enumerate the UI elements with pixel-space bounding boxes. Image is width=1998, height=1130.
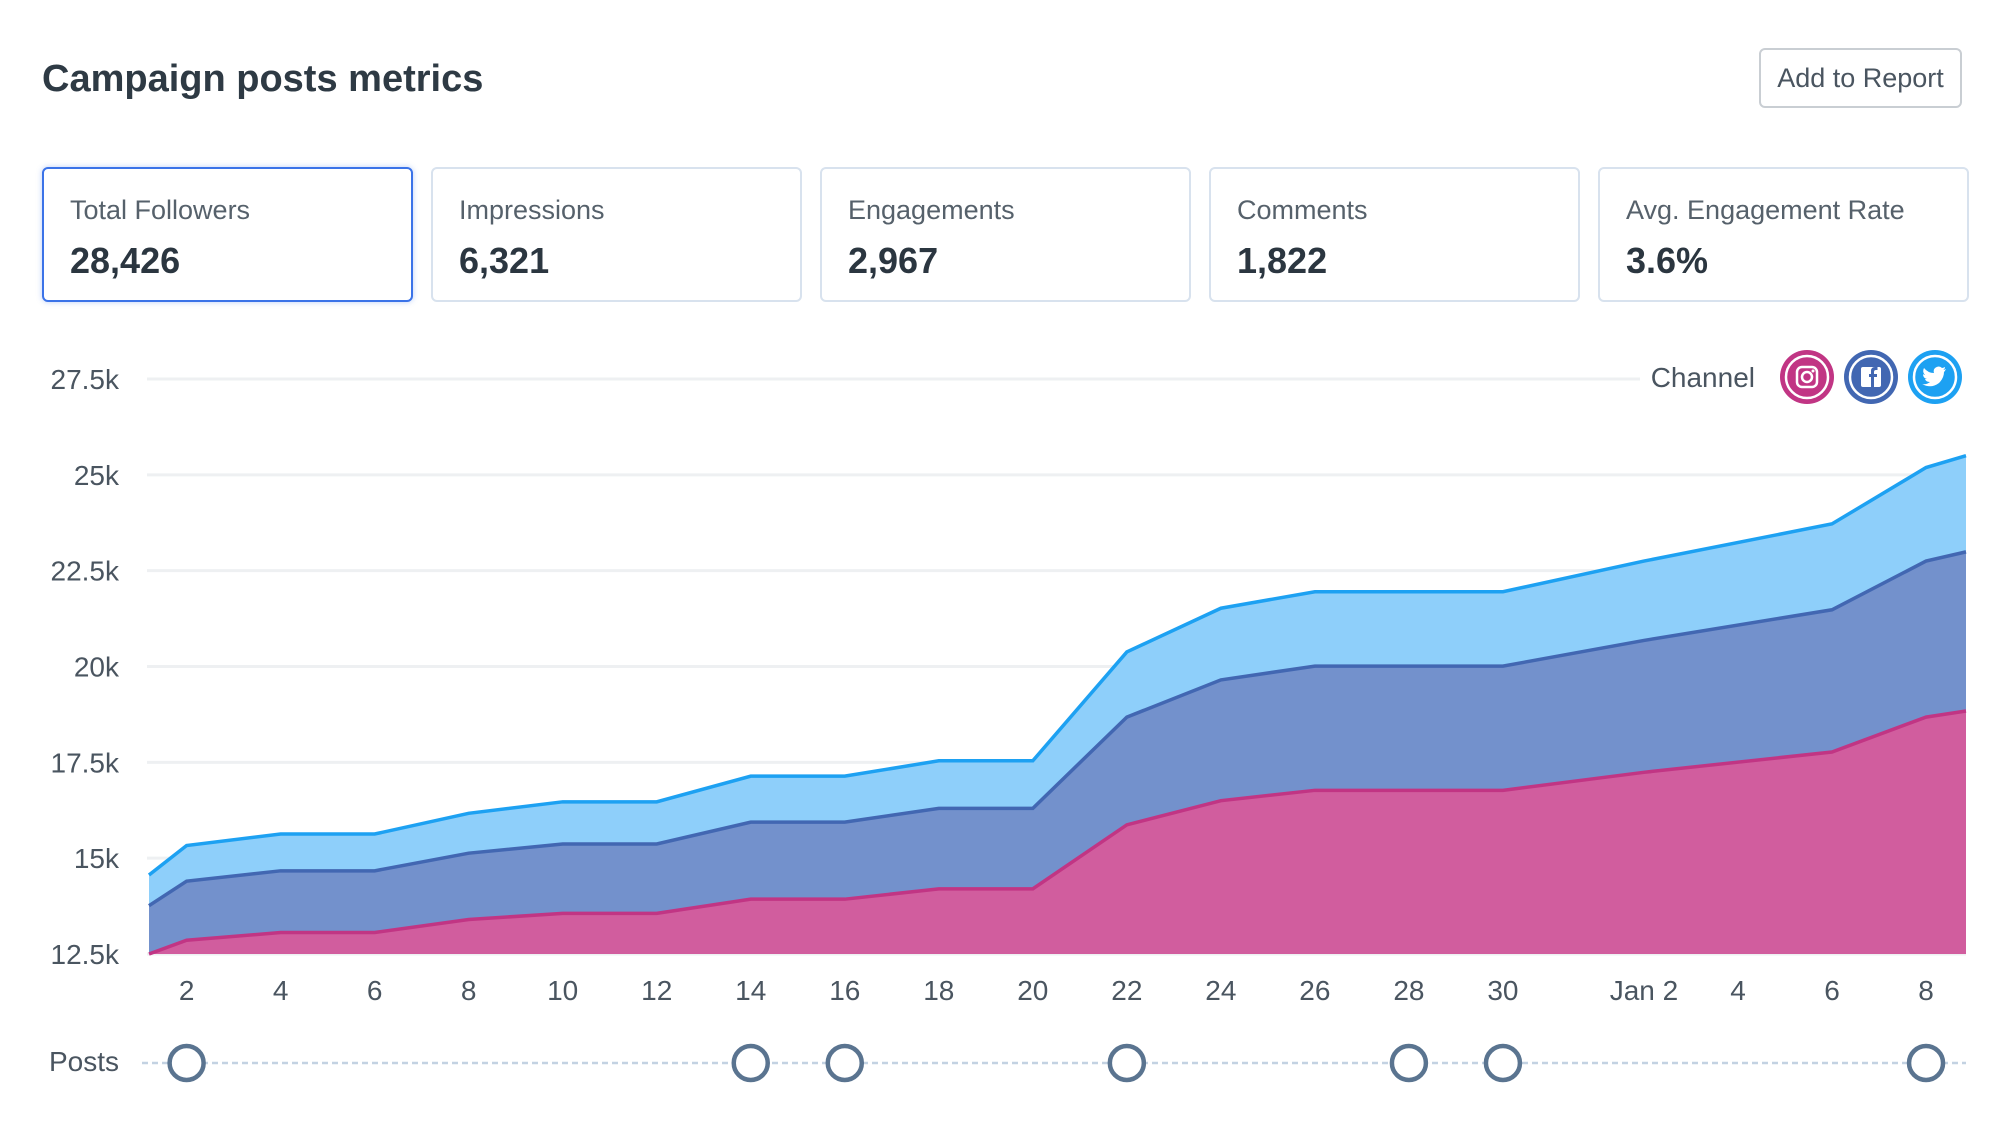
metric-value: 6,321 (459, 240, 550, 281)
metric-card-avg-engagement-rate[interactable]: Avg. Engagement Rate 3.6% (1598, 167, 1969, 302)
posts-label: Posts (49, 1046, 119, 1077)
facebook-icon[interactable] (1844, 350, 1898, 404)
post-marker[interactable] (1483, 1043, 1523, 1083)
twitter-icon[interactable] (1908, 350, 1962, 404)
x-tick-label: Jan 2 (1610, 975, 1679, 1006)
legend-title: Channel (1651, 362, 1755, 393)
post-marker[interactable] (1389, 1043, 1429, 1083)
x-tick-label: 30 (1487, 975, 1518, 1006)
x-tick-label: 24 (1205, 975, 1236, 1006)
metric-label: Comments (1237, 195, 1368, 225)
metric-label: Impressions (459, 195, 605, 225)
facebook-line (148, 550, 1967, 908)
x-tick-label: 10 (547, 975, 578, 1006)
y-tick-label: 17.5k (51, 747, 120, 778)
instagram-line (148, 709, 1967, 956)
metric-value: 3.6% (1626, 240, 1709, 281)
metric-value: 1,822 (1237, 240, 1328, 281)
channel-legend: Channel (1640, 350, 1966, 410)
metric-cards: Total Followers 28,426 Impressions 6,321… (42, 167, 1969, 302)
x-tick-label: 12 (641, 975, 672, 1006)
add-to-report-button[interactable]: Add to Report (1759, 48, 1962, 108)
y-tick-label: 12.5k (51, 939, 120, 970)
metric-card-impressions[interactable]: Impressions 6,321 (431, 167, 802, 302)
post-marker[interactable] (1107, 1043, 1147, 1083)
post-marker[interactable] (731, 1043, 770, 1083)
y-tick-label: 20k (74, 652, 120, 683)
metric-value: 2,967 (848, 240, 939, 281)
metric-label: Total Followers (70, 195, 251, 225)
metric-card-engagements[interactable]: Engagements 2,967 (820, 167, 1191, 302)
instagram-area (149, 710, 1966, 954)
y-tick-label: 27.5k (51, 364, 120, 395)
instagram-icon[interactable] (1780, 350, 1834, 404)
metric-label: Avg. Engagement Rate (1626, 195, 1905, 225)
twitter-line (147, 453, 1967, 877)
x-tick-label: 16 (829, 975, 860, 1006)
metric-label: Engagements (848, 195, 1015, 225)
x-tick-label: 14 (735, 975, 766, 1006)
x-tick-label: 2 (179, 975, 195, 1006)
x-tick-label: 22 (1111, 975, 1142, 1006)
y-tick-label: 25k (74, 460, 120, 491)
metric-card-comments[interactable]: Comments 1,822 (1209, 167, 1580, 302)
x-tick-label: 18 (923, 975, 954, 1006)
x-tick-label: 20 (1017, 975, 1048, 1006)
page-title: Campaign posts metrics (42, 58, 484, 100)
x-tick-label: 6 (367, 975, 383, 1006)
x-tick-label: 6 (1824, 975, 1840, 1006)
x-tick-label: 28 (1393, 975, 1424, 1006)
metric-card-total-followers[interactable]: Total Followers 28,426 (42, 167, 413, 302)
y-tick-label: 22.5k (51, 556, 120, 587)
post-marker[interactable] (825, 1043, 865, 1083)
x-tick-label: 4 (1730, 975, 1746, 1006)
x-tick-label: 4 (273, 975, 289, 1006)
post-marker[interactable] (167, 1043, 206, 1083)
x-tick-label: 8 (461, 975, 477, 1006)
y-tick-label: 15k (74, 843, 120, 874)
post-marker[interactable] (1906, 1043, 1946, 1083)
x-tick-label: 8 (1918, 975, 1934, 1006)
x-tick-label: 26 (1299, 975, 1330, 1006)
metric-value: 28,426 (70, 240, 181, 281)
